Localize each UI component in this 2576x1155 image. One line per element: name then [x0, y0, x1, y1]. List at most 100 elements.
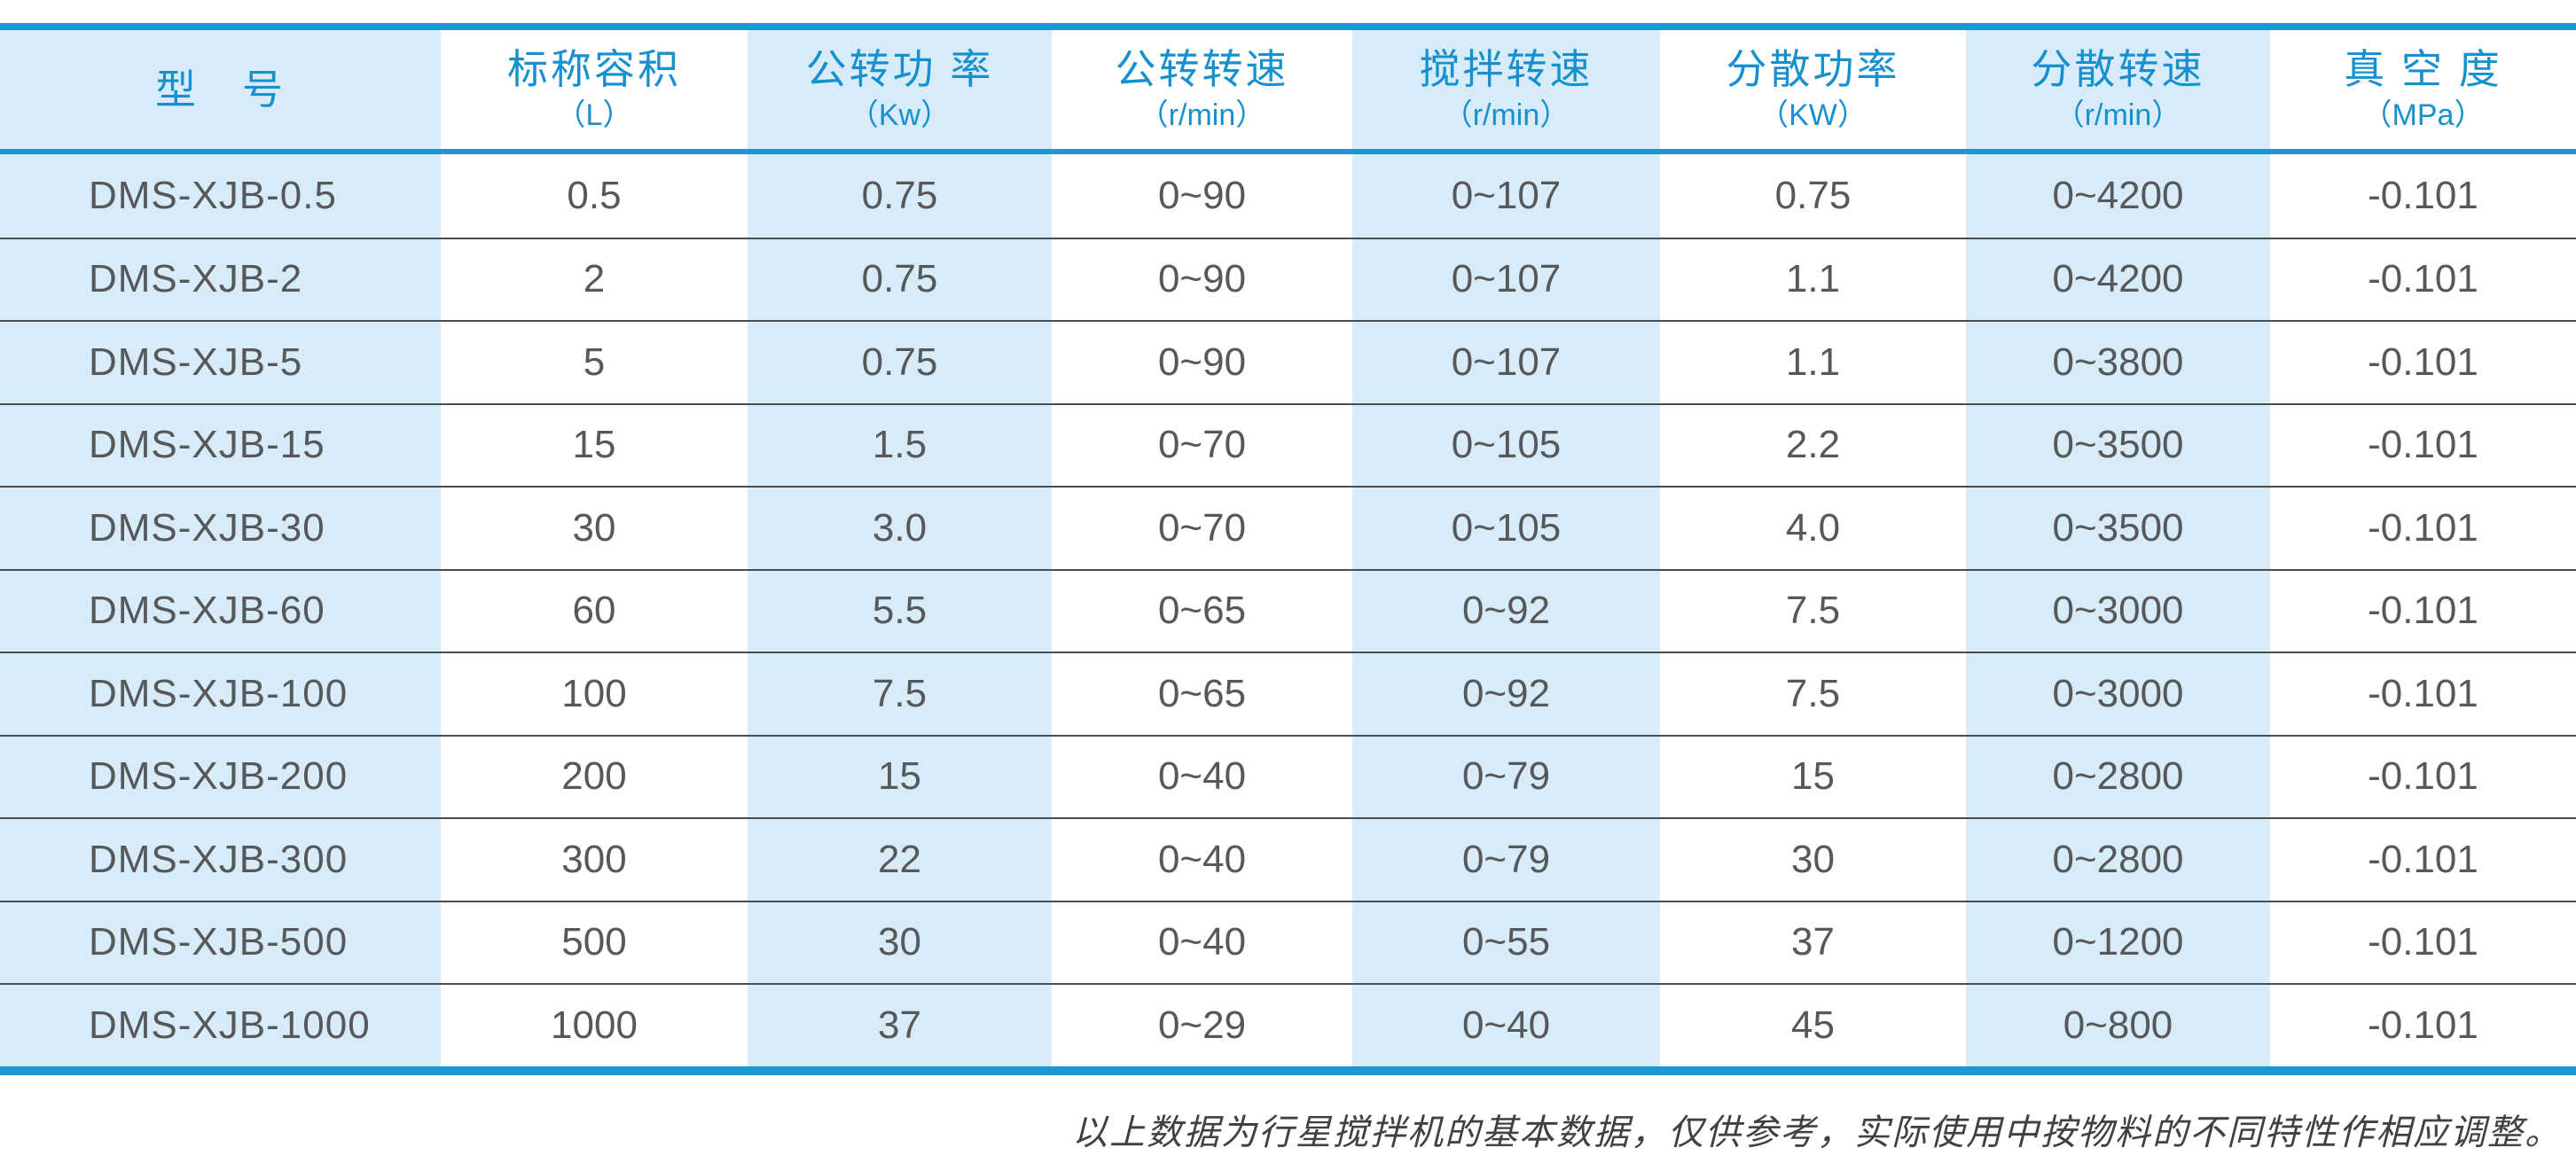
table-row: DMS-XJB-1000 1000 37 0~29 0~40 45 0~800 -0.101: [0, 983, 2576, 1066]
value-cell: 1.5: [748, 404, 1052, 486]
model-cell: DMS-XJB-5: [0, 322, 441, 403]
footnote: 以上数据为行星搅拌机的基本数据，仅供参考，实际使用中按物料的不同特性作相应调整。: [1072, 1112, 2562, 1153]
value-cell: 0~70: [1052, 488, 1352, 569]
table-row: DMS-XJB-30 30 3.0 0~70 0~105 4.0 0~3500 -0.101: [0, 486, 2576, 569]
value-cell: 1000: [441, 985, 748, 1066]
header-cell-4: 公转转速 （r/min）: [1052, 30, 1352, 149]
header-label: 搅拌转速: [1419, 46, 1593, 92]
table-row: DMS-XJB-60 60 5.5 0~65 0~92 7.5 0~3000 -0.101: [0, 568, 2576, 652]
value-cell: 0~2800: [1966, 819, 2270, 901]
value-cell: 22: [748, 819, 1052, 901]
header-label: 真 空 度: [2344, 46, 2502, 92]
value-cell: -0.101: [2270, 154, 2576, 238]
value-cell: 0~92: [1352, 653, 1660, 735]
value-cell: 2: [441, 238, 748, 320]
value-cell: -0.101: [2270, 488, 2576, 569]
value-cell: 0~4200: [1966, 154, 2270, 238]
model-cell: DMS-XJB-2: [0, 238, 441, 320]
model-cell: DMS-XJB-60: [0, 570, 441, 652]
value-cell: 60: [441, 570, 748, 652]
value-cell: 0~40: [1052, 819, 1352, 901]
table-row: DMS-XJB-0.5 0.5 0.75 0~90 0~107 0.75 0~4200 -0.…: [0, 154, 2576, 238]
table-body: DMS-XJB-0.5 0.5 0.75 0~90 0~107 0.75 0~4200 -0.…: [0, 154, 2576, 1066]
value-cell: 0.75: [748, 322, 1052, 403]
header-unit: （r/min）: [1442, 98, 1570, 132]
header-label: 分散转速: [2031, 46, 2205, 92]
table-top-border: [0, 23, 2576, 30]
model-cell: DMS-XJB-100: [0, 653, 441, 735]
value-cell: 3.0: [748, 488, 1052, 569]
value-cell: 0~4200: [1966, 238, 2270, 320]
table-row: DMS-XJB-500 500 30 0~40 0~55 37 0~1200 -0.101: [0, 900, 2576, 983]
value-cell: 15: [748, 736, 1052, 817]
value-cell: 37: [1660, 901, 1966, 983]
value-cell: 500: [441, 901, 748, 983]
table-row: DMS-XJB-100 100 7.5 0~65 0~92 7.5 0~3000 -0.101: [0, 652, 2576, 735]
header-row: 型 号 标称容积 （L） 公转功 率 （Kw） 公转转速 （r/min） 搅拌转…: [0, 30, 2576, 149]
value-cell: 100: [441, 653, 748, 735]
header-label: 公转功 率: [805, 46, 994, 92]
value-cell: 0.75: [1660, 154, 1966, 238]
header-label: 公转转速: [1115, 46, 1289, 92]
value-cell: 7.5: [1660, 653, 1966, 735]
value-cell: 7.5: [748, 653, 1052, 735]
value-cell: 0~107: [1352, 322, 1660, 403]
value-cell: 1.1: [1660, 322, 1966, 403]
value-cell: -0.101: [2270, 653, 2576, 735]
header-divider: [0, 149, 2576, 154]
value-cell: 0~40: [1352, 985, 1660, 1066]
value-cell: 0~70: [1052, 404, 1352, 486]
value-cell: 5: [441, 322, 748, 403]
value-cell: 0~2800: [1966, 736, 2270, 817]
header-cell-3: 公转功 率 （Kw）: [748, 30, 1052, 149]
table-row: DMS-XJB-300 300 22 0~40 0~79 30 0~2800 -0.101: [0, 817, 2576, 901]
header-unit: （Kw）: [848, 98, 951, 132]
table-row: DMS-XJB-200 200 15 0~40 0~79 15 0~2800 -0.101: [0, 734, 2576, 817]
header-cell-7: 分散转速 （r/min）: [1966, 30, 2270, 149]
value-cell: -0.101: [2270, 570, 2576, 652]
header-unit: （r/min）: [2054, 98, 2182, 132]
value-cell: -0.101: [2270, 819, 2576, 901]
model-cell: DMS-XJB-1000: [0, 985, 441, 1066]
value-cell: 0~3500: [1966, 404, 2270, 486]
value-cell: -0.101: [2270, 238, 2576, 320]
model-cell: DMS-XJB-15: [0, 404, 441, 486]
value-cell: -0.101: [2270, 322, 2576, 403]
model-cell: DMS-XJB-300: [0, 819, 441, 901]
value-cell: 0~3000: [1966, 653, 2270, 735]
model-cell: DMS-XJB-200: [0, 736, 441, 817]
value-cell: 1.1: [1660, 238, 1966, 320]
value-cell: 15: [1660, 736, 1966, 817]
top-margin: [0, 0, 2576, 23]
header-cell-5: 搅拌转速 （r/min）: [1352, 30, 1660, 149]
value-cell: 0.75: [748, 154, 1052, 238]
value-cell: 0~105: [1352, 404, 1660, 486]
value-cell: -0.101: [2270, 901, 2576, 983]
value-cell: 0.75: [748, 238, 1052, 320]
header-unit: （L）: [555, 98, 633, 132]
value-cell: -0.101: [2270, 985, 2576, 1066]
value-cell: 0.5: [441, 154, 748, 238]
header-cell-6: 分散功率 （KW）: [1660, 30, 1966, 149]
value-cell: 4.0: [1660, 488, 1966, 569]
value-cell: 30: [1660, 819, 1966, 901]
table-row: DMS-XJB-15 15 1.5 0~70 0~105 2.2 0~3500 -0.101: [0, 402, 2576, 486]
value-cell: 300: [441, 819, 748, 901]
value-cell: 0~65: [1052, 570, 1352, 652]
model-cell: DMS-XJB-500: [0, 901, 441, 983]
value-cell: 15: [441, 404, 748, 486]
header-label: 标称容积: [507, 46, 681, 92]
value-cell: 45: [1660, 985, 1966, 1066]
value-cell: 0~3800: [1966, 322, 2270, 403]
value-cell: 0~55: [1352, 901, 1660, 983]
value-cell: 2.2: [1660, 404, 1966, 486]
value-cell: -0.101: [2270, 404, 2576, 486]
value-cell: 0~107: [1352, 154, 1660, 238]
value-cell: 30: [441, 488, 748, 569]
model-cell: DMS-XJB-0.5: [0, 154, 441, 238]
header-unit: （r/min）: [1138, 98, 1266, 132]
table-row: DMS-XJB-5 5 0.75 0~90 0~107 1.1 0~3800 -0.101: [0, 320, 2576, 403]
model-cell: DMS-XJB-30: [0, 488, 441, 569]
value-cell: 0~40: [1052, 901, 1352, 983]
